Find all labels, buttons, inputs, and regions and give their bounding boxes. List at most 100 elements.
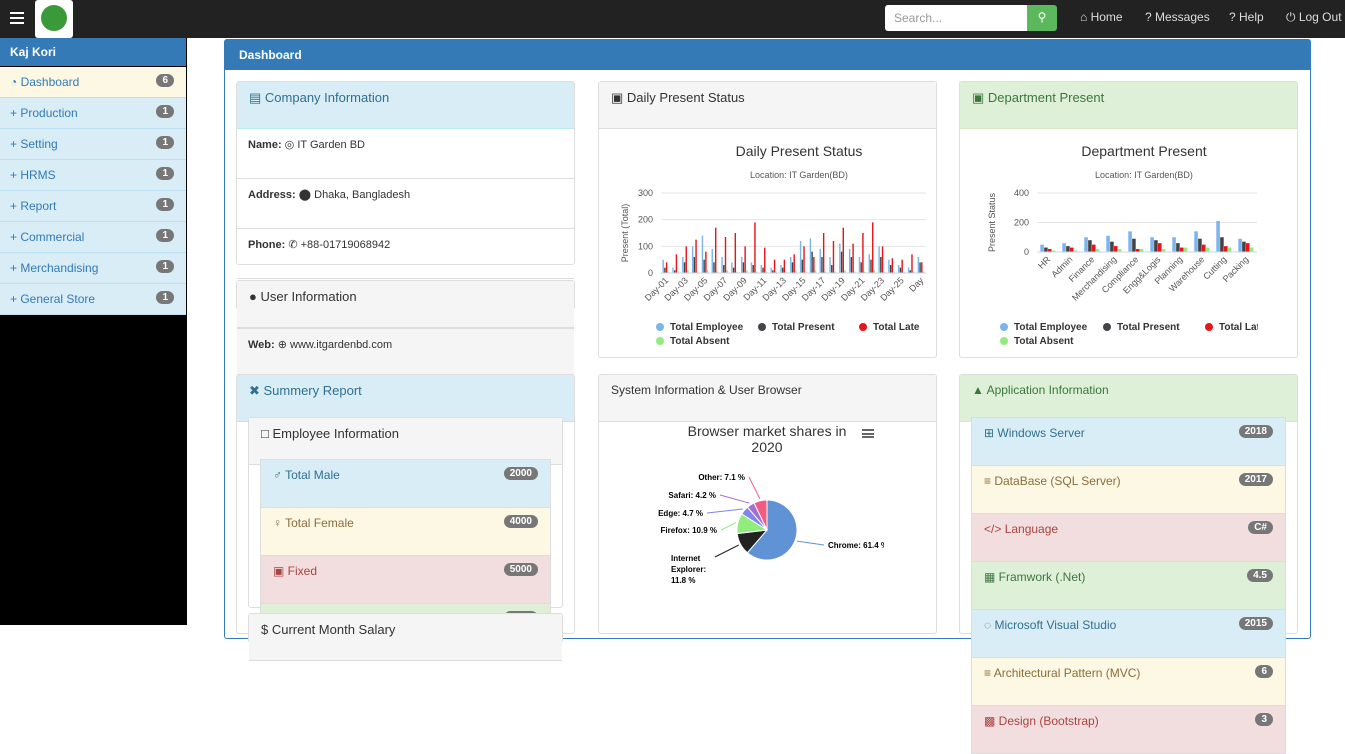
- system-panel: System Information & User Browser Browse…: [598, 374, 937, 634]
- menu-icon[interactable]: [10, 12, 24, 24]
- user-panel: ● User Information: [236, 280, 575, 328]
- panel-title: Employee Information: [272, 426, 399, 441]
- bar: [1106, 235, 1110, 252]
- sidebar-item[interactable]: ◔ Dashboard 6: [0, 67, 186, 98]
- bar: [1062, 243, 1066, 252]
- badge: 1: [156, 167, 174, 180]
- connector: [796, 540, 825, 546]
- item-label: Framwork (.Net): [998, 570, 1086, 584]
- bar: [803, 246, 805, 273]
- pie-title: Browser market shares in 2020: [687, 423, 847, 455]
- bar: [691, 246, 694, 273]
- bar: [1158, 243, 1162, 252]
- bar: [1224, 246, 1228, 252]
- sidebar-item[interactable]: + Setting 1: [0, 129, 186, 160]
- search-input[interactable]: Search...: [885, 5, 1027, 31]
- bar: [832, 241, 835, 273]
- daily-panel: ▣ Daily Present Status Daily Present Sta…: [598, 81, 937, 358]
- chart-menu[interactable]: [862, 429, 874, 438]
- nav-link-text: Messages: [1155, 10, 1210, 24]
- bar: [695, 239, 697, 273]
- badge: 2000: [503, 467, 538, 480]
- daily-chart: Daily Present Status Location: IT Garden(…: [620, 143, 926, 347]
- row-label: Name:: [248, 139, 282, 151]
- bar: [860, 262, 862, 273]
- nav-link[interactable]: ? Help: [1229, 10, 1264, 24]
- bar: [1198, 238, 1202, 252]
- search-button[interactable]: ⚲: [1027, 5, 1057, 31]
- bar: [862, 233, 864, 273]
- sidebar-item[interactable]: + General Store 1: [0, 284, 186, 315]
- sidebar-item[interactable]: + Merchandising 1: [0, 253, 186, 284]
- bar: [911, 254, 913, 273]
- sidebar-item[interactable]: + Production 1: [0, 98, 186, 129]
- item-label: Architectural Pattern (MVC): [993, 666, 1141, 680]
- list-item: ◌ Microsoft Visual Studio 2015: [971, 610, 1286, 658]
- sidebar-item[interactable]: + Commercial 1: [0, 222, 186, 253]
- bar: [765, 271, 768, 273]
- legend-marker: [1103, 323, 1111, 331]
- row-label: Address:: [248, 189, 296, 201]
- bar: [821, 257, 823, 273]
- panel-title: Current Month Salary: [271, 622, 396, 637]
- bar: [922, 271, 925, 273]
- app-panel: ▲ Application Information ⊞ Windows Serv…: [959, 374, 1298, 754]
- badge: 5000: [503, 563, 538, 576]
- bar: [711, 249, 713, 273]
- legend-label: Total Employee: [1014, 322, 1088, 333]
- connector: [714, 544, 739, 558]
- bar: [881, 246, 884, 273]
- bar: [831, 265, 833, 273]
- bar: [780, 265, 782, 273]
- sidebar-item[interactable]: + Report 1: [0, 191, 186, 222]
- bar: [1073, 250, 1078, 252]
- panel-heading: $ Current Month Salary: [249, 614, 562, 661]
- x-tick-label: HR: [1036, 254, 1053, 271]
- bar: [809, 238, 812, 273]
- panel-heading: ✖ Summery Report: [237, 375, 574, 422]
- bar: [1092, 244, 1096, 252]
- bar: [1220, 237, 1224, 252]
- legend-marker: [656, 323, 664, 331]
- bar: [732, 267, 735, 273]
- panel-heading: ▲ Application Information: [960, 375, 1297, 422]
- bar: [1176, 243, 1180, 252]
- list-item: ▩ Design (Bootstrap) 3: [971, 706, 1286, 754]
- bar: [870, 259, 872, 273]
- list-item: ♀ Total Female 4000: [260, 508, 551, 556]
- pie-slice: [746, 499, 798, 561]
- bar: [907, 267, 910, 273]
- nav-link[interactable]: ⏻ Log Out: [1286, 10, 1342, 24]
- sidebar-item[interactable]: + HRMS 1: [0, 160, 186, 191]
- y-tick-label: 200: [638, 215, 653, 225]
- bar: [731, 262, 733, 273]
- row-value: www.itgardenbd.com: [290, 339, 393, 351]
- bar: [819, 249, 821, 273]
- chart-subtitle: Location: IT Garden(BD): [750, 170, 848, 180]
- bar: [754, 222, 756, 273]
- bar: [883, 271, 885, 273]
- panel-heading: ▣ Daily Present Status: [599, 82, 936, 129]
- legend-label: Total Absent: [1014, 336, 1074, 347]
- bar: [1161, 249, 1166, 252]
- nav-link[interactable]: ⌂ Home: [1080, 10, 1123, 24]
- bar: [781, 267, 784, 273]
- bar: [664, 267, 666, 273]
- bar: [674, 270, 676, 273]
- bar: [814, 270, 817, 273]
- badge: 4000: [503, 515, 538, 528]
- bar: [1180, 247, 1184, 252]
- logo[interactable]: [35, 0, 73, 38]
- bar: [868, 254, 871, 273]
- bar: [685, 246, 687, 273]
- bar: [1070, 247, 1074, 252]
- bar: [667, 271, 670, 273]
- bar: [755, 271, 758, 273]
- bar: [726, 270, 728, 273]
- chart-subtitle: Location: IT Garden(BD): [1095, 170, 1193, 180]
- bar: [1194, 231, 1198, 252]
- sidebar-label: Commercial: [20, 230, 85, 244]
- nav-link[interactable]: ? Messages: [1145, 10, 1210, 24]
- bar: [898, 265, 900, 273]
- bar: [799, 241, 802, 273]
